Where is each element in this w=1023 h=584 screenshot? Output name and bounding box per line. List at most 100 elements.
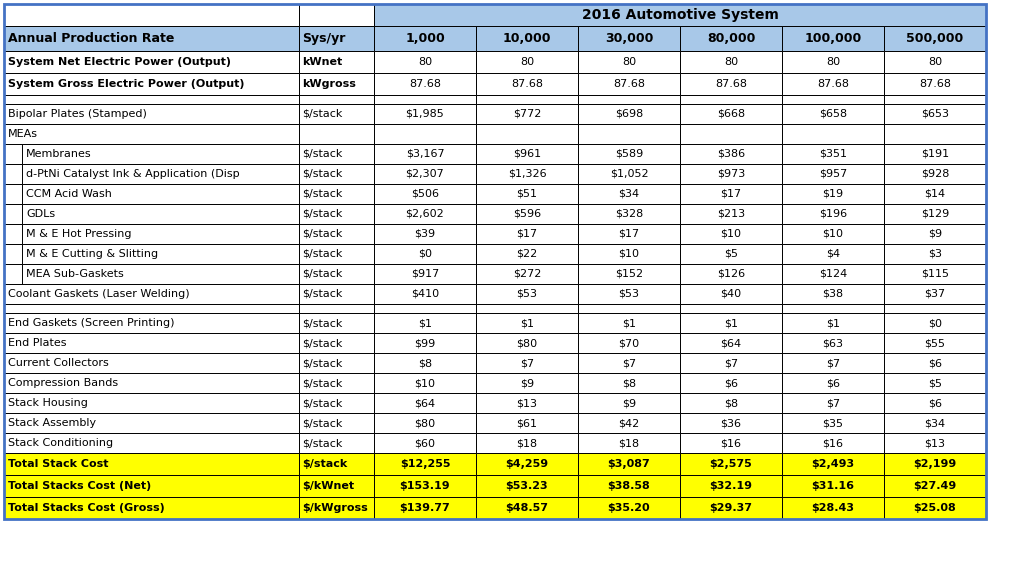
Text: 1,000: 1,000	[405, 32, 445, 45]
Text: $8: $8	[724, 398, 738, 408]
Bar	[884, 453, 986, 475]
Bar	[299, 453, 374, 475]
Bar	[4, 244, 299, 264]
Text: $22: $22	[517, 249, 538, 259]
Text: 80,000: 80,000	[707, 32, 755, 45]
Text: $698: $698	[615, 109, 643, 119]
Bar	[4, 51, 299, 73]
Text: $410: $410	[411, 289, 439, 299]
Bar	[4, 184, 299, 204]
Bar	[4, 4, 299, 26]
Bar	[476, 353, 578, 373]
Text: Bipolar Plates (Stamped): Bipolar Plates (Stamped)	[8, 109, 147, 119]
Text: Total Stack Cost: Total Stack Cost	[8, 459, 108, 469]
Text: $1: $1	[724, 318, 738, 328]
Text: 87.68: 87.68	[817, 79, 849, 89]
Text: $/stack: $/stack	[302, 169, 343, 179]
Bar	[578, 304, 680, 313]
Text: $/stack: $/stack	[302, 338, 343, 348]
Bar	[4, 184, 23, 204]
Text: $973: $973	[717, 169, 745, 179]
Bar	[299, 73, 374, 95]
Text: $35: $35	[822, 418, 844, 428]
Bar	[782, 353, 884, 373]
Bar	[578, 124, 680, 144]
Text: $27.49: $27.49	[914, 481, 957, 491]
Bar	[578, 475, 680, 497]
Text: $6: $6	[928, 398, 942, 408]
Bar	[374, 433, 476, 453]
Bar	[374, 51, 476, 73]
Text: $9: $9	[622, 398, 636, 408]
Text: $53: $53	[517, 289, 537, 299]
Text: $60: $60	[414, 438, 436, 448]
Bar	[578, 497, 680, 519]
Bar	[299, 413, 374, 433]
Text: $961: $961	[513, 149, 541, 159]
Text: $18: $18	[619, 438, 639, 448]
Bar	[476, 164, 578, 184]
Bar	[374, 224, 476, 244]
Bar	[782, 284, 884, 304]
Text: $39: $39	[414, 229, 436, 239]
Text: System Gross Electric Power (Output): System Gross Electric Power (Output)	[8, 79, 244, 89]
Bar	[4, 26, 299, 51]
Bar	[4, 413, 299, 433]
Text: $2,575: $2,575	[710, 459, 752, 469]
Bar	[578, 224, 680, 244]
Text: $16: $16	[822, 438, 844, 448]
Text: $80: $80	[414, 418, 436, 428]
Bar	[476, 433, 578, 453]
Text: $/stack: $/stack	[302, 378, 343, 388]
Bar	[374, 73, 476, 95]
Bar	[476, 184, 578, 204]
Bar	[578, 164, 680, 184]
Bar	[476, 284, 578, 304]
Text: 80: 80	[724, 57, 738, 67]
Bar	[578, 284, 680, 304]
Text: 100,000: 100,000	[804, 32, 861, 45]
Bar	[4, 104, 299, 124]
Text: $957: $957	[818, 169, 847, 179]
Bar	[782, 497, 884, 519]
Text: $8: $8	[622, 378, 636, 388]
Text: $589: $589	[615, 149, 643, 159]
Bar	[680, 26, 782, 51]
Bar	[374, 144, 476, 164]
Text: $9: $9	[520, 378, 534, 388]
Text: Sys/yr: Sys/yr	[302, 32, 346, 45]
Text: 80: 80	[418, 57, 432, 67]
Text: $36: $36	[720, 418, 742, 428]
Bar	[578, 104, 680, 124]
Bar	[4, 264, 23, 284]
Text: $17: $17	[517, 229, 537, 239]
Bar	[374, 244, 476, 264]
Bar	[374, 284, 476, 304]
Bar	[782, 304, 884, 313]
Bar	[884, 433, 986, 453]
Text: $/stack: $/stack	[302, 398, 343, 408]
Text: 10,000: 10,000	[502, 32, 551, 45]
Bar	[476, 304, 578, 313]
Text: $917: $917	[411, 269, 439, 279]
Bar	[4, 284, 299, 304]
Text: Current Collectors: Current Collectors	[8, 358, 108, 368]
Text: $/kWgross: $/kWgross	[302, 503, 367, 513]
Bar	[374, 353, 476, 373]
Text: $153.19: $153.19	[400, 481, 450, 491]
Text: 2016 Automotive System: 2016 Automotive System	[581, 8, 779, 22]
Bar	[680, 497, 782, 519]
Text: $28.43: $28.43	[811, 503, 854, 513]
Bar	[884, 413, 986, 433]
Bar	[299, 124, 374, 144]
Bar	[884, 304, 986, 313]
Text: $0: $0	[418, 249, 432, 259]
Bar	[374, 4, 986, 26]
Bar	[884, 124, 986, 144]
Bar	[578, 313, 680, 333]
Text: d-PtNi Catalyst Ink & Application (Disp: d-PtNi Catalyst Ink & Application (Disp	[26, 169, 239, 179]
Bar	[680, 204, 782, 224]
Text: $10: $10	[720, 229, 742, 239]
Text: $17: $17	[619, 229, 639, 239]
Text: $1,052: $1,052	[610, 169, 649, 179]
